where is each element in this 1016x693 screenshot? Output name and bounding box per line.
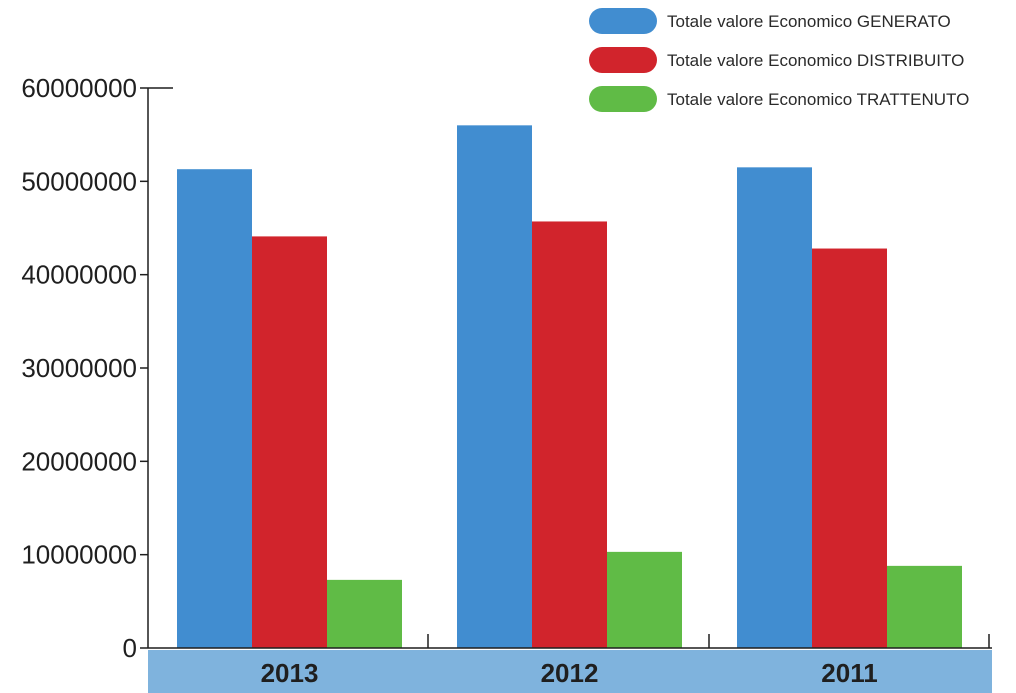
bar-2013-series-3 (327, 579, 402, 648)
bar-2011-series-2 (812, 248, 887, 649)
y-tick-label: 20000000 (21, 446, 137, 476)
y-tick-label: 30000000 (21, 353, 137, 383)
bar-2012-series-1 (457, 125, 532, 649)
legend-swatch (589, 47, 657, 73)
axis-layer: 0 10000000 20000000 30000000 40000000 5000000… (21, 73, 992, 688)
x-category-label: 2012 (541, 658, 599, 688)
legend-label: Totale valore Economico TRATTENUTO (667, 90, 969, 109)
bar-2011-series-1 (737, 167, 812, 649)
legend: Totale valore Economico GENERATO Totale v… (589, 8, 969, 112)
bar-2012-series-3 (607, 551, 682, 648)
y-tick-label: 60000000 (21, 73, 137, 103)
x-category-label: 2011 (821, 658, 877, 688)
y-tick-label: 10000000 (21, 540, 137, 570)
legend-label: Totale valore Economico DISTRIBUITO (667, 51, 964, 70)
bar-2012-series-2 (532, 221, 607, 648)
y-tick-label: 40000000 (21, 260, 137, 290)
legend-label: Totale valore Economico GENERATO (667, 12, 951, 31)
bar-2013-series-2 (252, 236, 327, 648)
legend-swatch (589, 8, 657, 34)
category-band (148, 650, 992, 693)
category-band-layer (148, 650, 992, 693)
y-tick-label: 0 (123, 633, 137, 663)
bar-2011-series-3 (887, 565, 962, 648)
y-tick-label: 50000000 (21, 166, 137, 196)
x-category-label: 2013 (261, 658, 319, 688)
bar-2013-series-1 (177, 169, 252, 648)
legend-swatch (589, 86, 657, 112)
bars-layer (177, 125, 962, 649)
